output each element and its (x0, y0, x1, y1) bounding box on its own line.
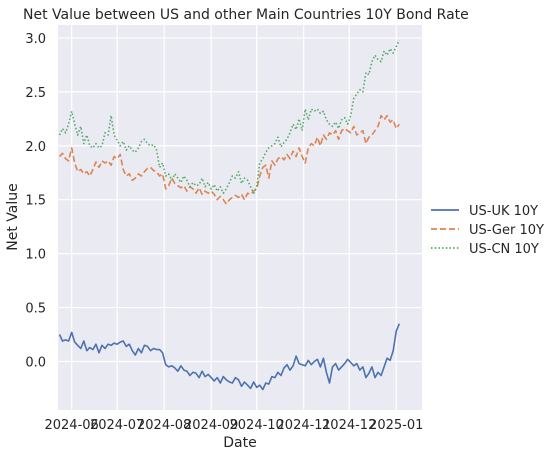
x-tick-labels: 2024-062024-072024-082024-092024-102024-… (44, 418, 423, 433)
series-lines (58, 39, 401, 391)
y-tick-label: 2.0 (25, 140, 46, 155)
y-tick-label: 2.5 (25, 86, 46, 101)
x-tick-label: 2024-08 (137, 418, 191, 433)
legend-label: US-Ger 10Y (469, 223, 544, 238)
y-tick-label: 0.0 (25, 355, 46, 370)
x-tick-label: 2024-10 (230, 418, 284, 433)
x-tick-label: 2024-12 (322, 418, 376, 433)
gridlines (58, 25, 422, 410)
y-tick-label: 1.0 (25, 248, 46, 263)
series-line-1 (58, 323, 401, 391)
x-axis-label: Date (223, 435, 256, 451)
y-tick-label: 3.0 (25, 32, 46, 47)
x-tick-label: 2024-07 (90, 418, 144, 433)
x-tick-label: 2024-06 (44, 418, 98, 433)
x-tick-label: 2025-01 (369, 418, 423, 433)
legend-label: US-CN 10Y (469, 242, 539, 257)
plot-background (58, 25, 422, 410)
y-tick-label: 0.5 (25, 302, 46, 317)
series-line-2 (58, 114, 400, 205)
series-line-3 (58, 39, 401, 194)
chart-title: Net Value between US and other Main Coun… (23, 7, 469, 23)
x-tick-label: 2024-09 (184, 418, 238, 433)
y-tick-labels: 0.0 0.5 1.0 1.5 2.0 2.5 3.0 (25, 32, 46, 371)
y-tick-label: 1.5 (25, 194, 46, 209)
y-axis-label: Net Value (5, 183, 21, 250)
legend: US-UK 10Y US-Ger 10Y US-CN 10Y (431, 204, 544, 257)
x-tick-label: 2024-11 (277, 418, 331, 433)
legend-label: US-UK 10Y (469, 204, 538, 219)
